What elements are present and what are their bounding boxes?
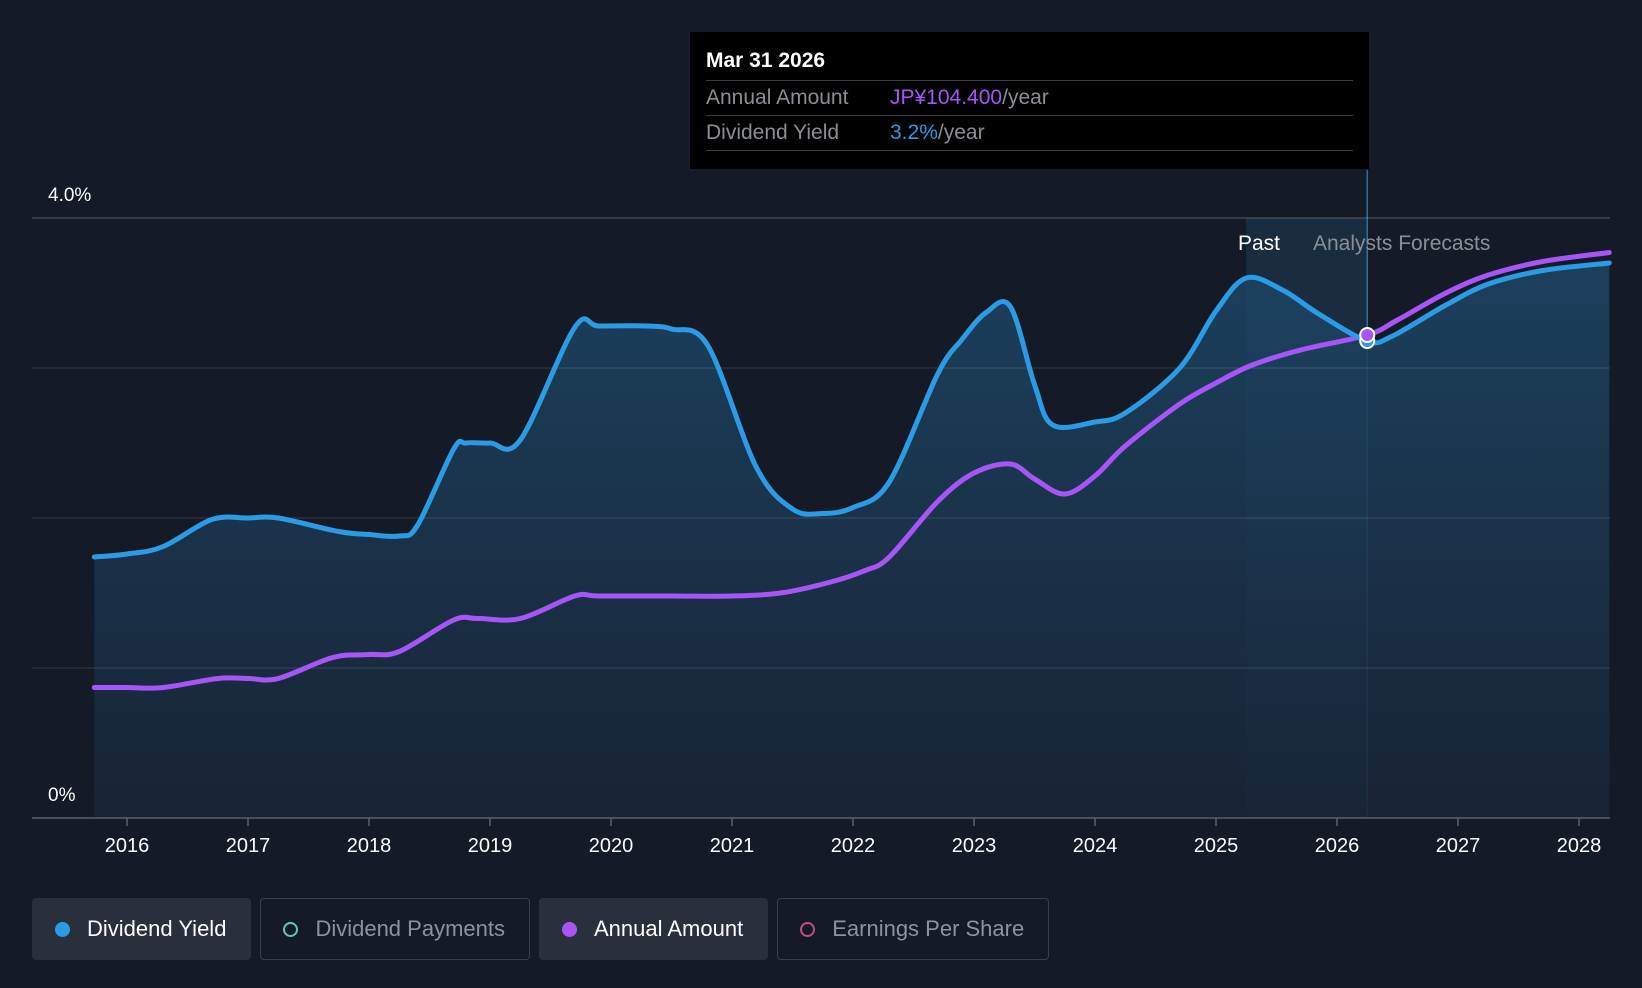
legend-ring-icon (283, 921, 299, 937)
x-tick-label: 2026 (1315, 835, 1360, 857)
tooltip-date: Mar 31 2026 (706, 49, 826, 72)
legend-earnings-per-share[interactable]: Earnings Per Share (777, 898, 1050, 960)
y-tick-label-top: 4.0% (48, 185, 91, 206)
x-tick-label: 2028 (1557, 835, 1602, 857)
x-tick-label: 2018 (347, 835, 392, 857)
tooltip-unit: /year (1002, 86, 1049, 109)
tooltip-label: Dividend Yield (706, 121, 840, 144)
tooltip-unit: /year (937, 121, 985, 144)
tooltip-row-annual-amount: Annual Amount JP¥104.400 /year (706, 80, 1353, 115)
legend-label: Earnings Per Share (832, 916, 1025, 941)
y-axis: 4.0% 0% (48, 185, 91, 806)
legend-dividend-yield[interactable]: Dividend Yield (32, 898, 252, 960)
x-tick-label: 2019 (468, 835, 513, 857)
tooltip-row-dividend-yield: Dividend Yield 3.2% /year (706, 115, 1353, 151)
hover-markers (1359, 327, 1376, 349)
x-tick-label: 2023 (952, 835, 997, 857)
legend-ring-icon (800, 921, 816, 937)
tooltip-value: 3.2% (890, 121, 938, 144)
x-axis: 2016 2017 2018 2019 2020 2021 2022 2023 2024 2025… (32, 817, 1610, 857)
x-tick-label: 2022 (831, 835, 876, 857)
x-tick-label: 2025 (1194, 835, 1239, 857)
annual-amount-line (91, 250, 1612, 691)
grid-lines (32, 217, 1610, 669)
annual-amount-marker (1359, 327, 1376, 343)
yield-area-layer (94, 263, 1610, 818)
x-tick-label: 2017 (226, 835, 271, 857)
tooltip-value: JP¥104.400 (890, 86, 1003, 109)
legend-dividend-payments[interactable]: Dividend Payments (260, 898, 530, 960)
x-tick-label: 2021 (710, 835, 755, 857)
legend-annual-amount[interactable]: Annual Amount (538, 898, 769, 960)
legend-dot-icon (561, 921, 577, 937)
forecast-label: Analysts Forecasts (1313, 232, 1490, 255)
dividend-yield-line (91, 260, 1612, 560)
dividend-yield-area (94, 263, 1610, 818)
y-tick-label-bottom: 0% (48, 785, 76, 806)
legend-label: Annual Amount (593, 916, 744, 941)
legend-label: Dividend Payments (315, 916, 505, 941)
tooltip-label: Annual Amount (706, 86, 849, 109)
past-label: Past (1238, 232, 1280, 255)
legend-dot-icon (55, 921, 70, 937)
x-tick-label: 2020 (589, 835, 634, 857)
legend-label: Dividend Yield (87, 916, 227, 941)
x-tick-label: 2027 (1436, 835, 1481, 857)
x-tick-label: 2024 (1073, 835, 1118, 857)
series-lines (91, 250, 1612, 691)
x-tick-label: 2016 (105, 835, 150, 857)
legend: Dividend Yield Dividend Payments Annual … (32, 898, 1050, 960)
tooltip: Mar 31 2026 Annual Amount JP¥104.400 /ye… (690, 32, 1369, 169)
